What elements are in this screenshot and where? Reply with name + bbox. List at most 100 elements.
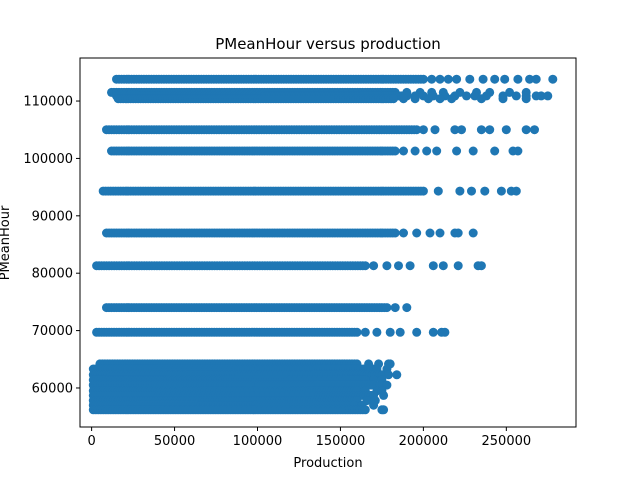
scatter-point [369, 400, 379, 410]
scatter-point [372, 327, 382, 337]
scatter-point [399, 228, 408, 238]
y-tick-label: 70000 [32, 324, 73, 339]
scatter-point [435, 74, 445, 84]
scatter-point [455, 186, 465, 196]
scatter-point [453, 261, 463, 271]
scatter-point [447, 94, 457, 104]
scatter-point [476, 94, 486, 104]
scatter-point [443, 74, 453, 84]
scatter-point [490, 146, 500, 156]
scatter-point [435, 94, 445, 104]
scatter-point [525, 74, 535, 84]
x-tick-label: 150000 [316, 434, 366, 449]
scatter-point [496, 186, 506, 196]
y-tick-label: 90000 [32, 209, 73, 224]
scatter-point [457, 125, 466, 135]
scatter-point [450, 125, 460, 135]
y-axis: 60000 70000 80000 90000 100000 110000 [23, 95, 80, 396]
x-tick-label: 0 [87, 434, 95, 449]
scatter-point [490, 74, 500, 84]
scatter-point [395, 327, 405, 337]
scatter-point [399, 146, 408, 156]
scatter-point [360, 261, 370, 271]
scatter-point [384, 370, 393, 380]
x-axis: 0 50000 100000 150000 200000 250000 [87, 427, 531, 449]
scatter-point [410, 94, 420, 104]
chart-title: PMeanHour versus production [215, 35, 441, 53]
scatter-point [476, 125, 486, 135]
scatter-point [543, 91, 553, 101]
scatter-point [501, 125, 511, 135]
scatter-point [500, 74, 510, 84]
scatter-point [480, 186, 490, 196]
scatter-point [412, 228, 422, 238]
scatter-point [418, 125, 428, 135]
y-tick-label: 80000 [32, 267, 73, 282]
x-tick-label: 100000 [233, 434, 283, 449]
scatter-point [485, 125, 495, 135]
scatter-point [498, 94, 508, 104]
scatter-point [390, 146, 400, 156]
scatter-point [427, 74, 437, 84]
scatter-point [531, 74, 541, 84]
scatter-point [389, 94, 398, 104]
scatter-point [412, 125, 422, 135]
scatter-point [428, 327, 438, 337]
scatter-point [385, 327, 395, 337]
scatter-point [379, 390, 389, 400]
scatter-point [390, 303, 400, 313]
scatter-point [410, 146, 420, 156]
scatter-point [521, 94, 531, 104]
scatter-point [548, 74, 558, 84]
scatter-point [476, 261, 486, 271]
scatter-point [462, 91, 471, 101]
scatter-point [465, 74, 475, 84]
scatter-point [511, 186, 521, 196]
scatter-point [467, 186, 476, 196]
scatter-point [513, 74, 523, 84]
scatter-point [513, 146, 523, 156]
y-tick-label: 100000 [23, 152, 73, 167]
scatter-point [438, 261, 448, 271]
scatter-point [402, 303, 412, 313]
scatter-point [423, 94, 433, 104]
points-layer [88, 74, 558, 415]
scatter-point [428, 261, 438, 271]
x-tick-label: 200000 [399, 434, 449, 449]
scatter-point [432, 146, 442, 156]
y-tick-label: 110000 [23, 95, 73, 110]
x-tick-label: 250000 [482, 434, 532, 449]
scatter-point [360, 327, 370, 337]
scatter-point [505, 87, 515, 97]
scatter-point [390, 228, 400, 238]
scatter-point [536, 91, 546, 101]
scatter-point [369, 261, 379, 271]
scatter-point [478, 74, 488, 84]
scatter-point [440, 327, 450, 337]
scatter-point [453, 228, 463, 238]
scatter-point [422, 146, 432, 156]
scatter-point [394, 261, 403, 271]
scatter-point [399, 94, 408, 104]
scatter-point [379, 405, 389, 415]
scatter-point [430, 125, 440, 135]
scatter-point [468, 146, 478, 156]
scatter-point [360, 405, 370, 415]
y-axis-label: PMeanHour [0, 205, 13, 280]
scatter-point [452, 146, 462, 156]
scatter-point [511, 91, 521, 101]
y-tick-label: 60000 [32, 381, 73, 396]
x-axis-label: Production [293, 456, 362, 471]
scatter-point [405, 261, 415, 271]
plot-frame [79, 57, 577, 428]
scatter-point [418, 186, 428, 196]
scatter-point [412, 327, 422, 337]
scatter-point [468, 228, 478, 238]
scatter-point [392, 370, 402, 380]
scatter-point [433, 186, 443, 196]
x-tick-label: 50000 [154, 434, 195, 449]
scatter-point [382, 303, 392, 313]
scatter-point [435, 228, 445, 238]
